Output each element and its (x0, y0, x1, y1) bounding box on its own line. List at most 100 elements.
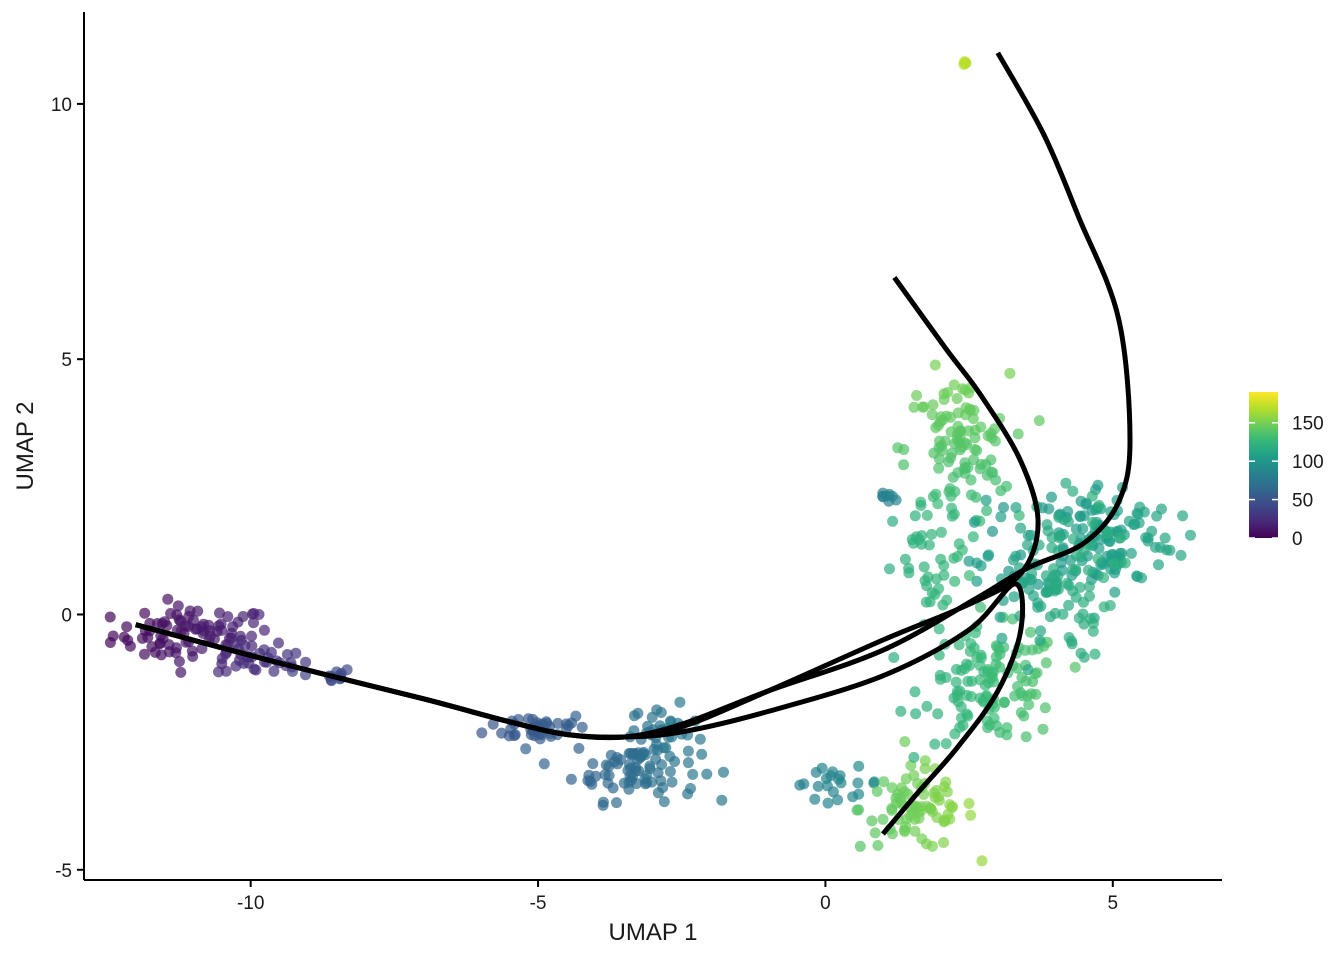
cell-point (124, 640, 136, 652)
cell-point (971, 575, 983, 587)
cell-point (963, 798, 975, 809)
cell-point (655, 707, 667, 718)
cell-point (794, 779, 806, 791)
cell-point (976, 855, 988, 867)
cell-point (888, 652, 900, 663)
cell-point (899, 736, 911, 748)
cell-point (651, 738, 662, 750)
cell-point (1108, 558, 1120, 570)
cell-point (674, 696, 686, 708)
cell-point (940, 776, 952, 788)
cell-point (646, 711, 658, 723)
cell-point (945, 411, 957, 423)
cell-point (694, 733, 706, 745)
cell-point (538, 758, 550, 770)
cell-point (1032, 643, 1044, 655)
cell-point (938, 569, 950, 581)
cell-point (941, 594, 953, 606)
cell-point (215, 618, 227, 630)
cell-point (1046, 491, 1057, 503)
cell-point (173, 656, 185, 667)
cell-point (570, 710, 582, 722)
y-axis-title: UMAP 2 (12, 402, 39, 491)
cell-point (183, 620, 195, 632)
cell-point (246, 630, 258, 642)
cell-point (226, 627, 238, 639)
cell-point (898, 459, 910, 471)
cell-point (1015, 522, 1027, 534)
cell-point (899, 826, 911, 838)
cell-point (878, 776, 890, 788)
x-tick-label: -10 (237, 893, 264, 914)
y-ticks: -5 0 5 10 (51, 95, 84, 882)
cell-point (214, 607, 225, 619)
cell-point (1063, 599, 1075, 611)
cell-point (1067, 564, 1079, 576)
cell-point (1093, 499, 1105, 511)
cell-point (208, 633, 220, 645)
y-tick-label: 5 (61, 350, 72, 371)
cell-point (1053, 511, 1065, 523)
cell-point (139, 648, 150, 660)
cell-point (918, 561, 930, 573)
cell-point (1083, 581, 1095, 592)
cell-point (1142, 535, 1154, 547)
cell-point (998, 641, 1010, 653)
cell-point (962, 710, 974, 722)
cell-point (1078, 618, 1090, 630)
cell-point (1084, 590, 1095, 602)
cell-point (716, 794, 728, 806)
cell-point (1041, 519, 1053, 531)
cell-point (909, 825, 921, 837)
cell-point (1150, 541, 1161, 553)
cell-point (665, 715, 676, 727)
cell-point (977, 694, 989, 706)
trajectories-layer (135, 51, 1133, 836)
cell-point (1040, 586, 1052, 598)
cell-point (941, 786, 953, 798)
cell-point (300, 656, 312, 668)
cell-point (965, 809, 977, 821)
cell-point (1062, 516, 1074, 528)
cell-point (851, 804, 863, 816)
cell-point (142, 631, 154, 643)
cell-point (220, 665, 232, 677)
cell-point (812, 780, 824, 792)
cell-point (1018, 710, 1030, 722)
cell-point (909, 686, 921, 698)
cell-point (921, 700, 933, 712)
cell-point (611, 797, 622, 809)
cell-point (1055, 530, 1067, 542)
cell-point (975, 601, 986, 613)
cell-point (1086, 490, 1098, 502)
axes-layer: -10 -5 0 5 -5 0 5 10 UMAP 1 UMAP 2 (12, 12, 1222, 946)
cell-point (1109, 586, 1121, 598)
cell-point (916, 538, 928, 550)
cell-point (1031, 667, 1043, 679)
cell-point (1075, 647, 1087, 659)
cell-point (1040, 657, 1052, 669)
cell-point (173, 614, 185, 626)
cell-point (852, 777, 864, 789)
cell-point (1134, 501, 1146, 513)
cell-point (273, 637, 284, 649)
cell-point (996, 632, 1008, 644)
cell-point (258, 624, 270, 636)
cell-point (945, 426, 957, 438)
cell-point (1046, 542, 1058, 554)
cell-point (170, 647, 182, 659)
cell-point (898, 444, 910, 455)
cell-point (933, 623, 945, 635)
cell-point (871, 785, 883, 797)
cell-point (886, 803, 898, 814)
cell-point (682, 757, 694, 769)
cell-point (156, 618, 168, 630)
cell-point (487, 718, 499, 730)
cell-point (995, 511, 1007, 523)
y-tick-label: 0 (61, 605, 72, 626)
cell-point (963, 570, 975, 581)
cell-point (576, 721, 588, 733)
cell-point (1115, 532, 1127, 544)
cell-point (184, 605, 196, 617)
